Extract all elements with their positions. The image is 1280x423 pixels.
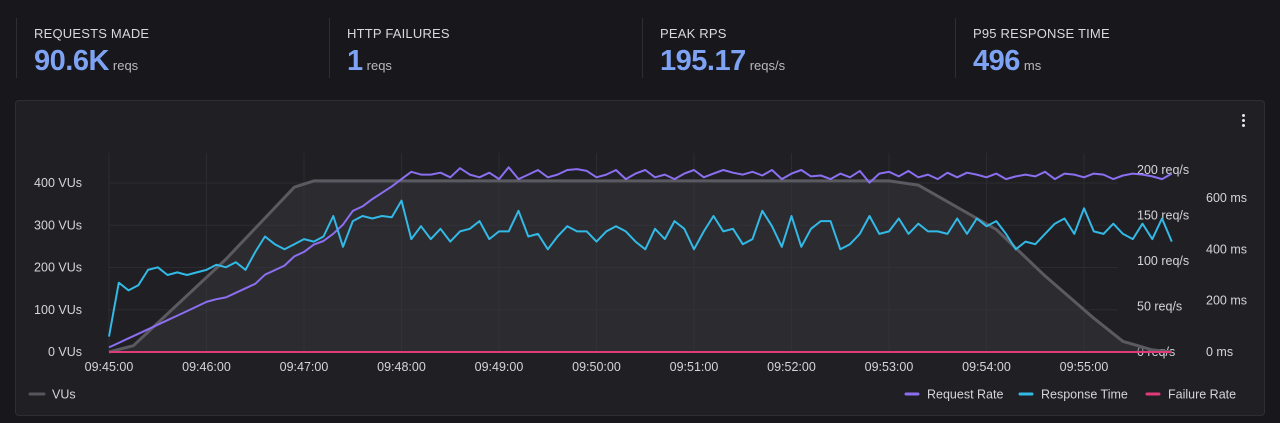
x-axis-tick-label: 09:50:00 xyxy=(572,360,621,374)
chart-panel: 0 VUs 100 VUs 200 VUs 300 VUs 400 VUs 0 req/s… xyxy=(15,100,1265,416)
series-response-time-line xyxy=(108,199,1173,337)
x-axis-tick-label: 09:53:00 xyxy=(865,360,914,374)
x-axis-tick-label: 09:52:00 xyxy=(767,360,816,374)
x-axis-tick-label: 09:48:00 xyxy=(377,360,426,374)
y-axis-ms-tick-label: 0 ms xyxy=(1206,345,1233,359)
y-axis-left-tick-label: 400 VUs xyxy=(34,176,82,190)
legend-label-request-rate: Request Rate xyxy=(927,388,1003,402)
stat-label: P95 RESPONSE TIME xyxy=(973,26,1110,41)
stat-label: HTTP FAILURES xyxy=(347,26,450,41)
stat-unit: reqs/s xyxy=(749,58,786,73)
y-axis-ms-tick-label: 600 ms xyxy=(1206,191,1247,205)
stat-unit: reqs xyxy=(112,58,139,73)
y-axis-rps-tick-label: 100 req/s xyxy=(1137,254,1189,268)
more-options-icon[interactable] xyxy=(1234,109,1252,131)
y-axis-left-tick-label: 0 VUs xyxy=(48,345,82,359)
legend-label-response-time: Response Time xyxy=(1041,388,1128,402)
series-request-rate-line xyxy=(108,166,1173,349)
legend-label-vus: VUs xyxy=(52,388,76,402)
x-axis-tick-label: 09:49:00 xyxy=(475,360,524,374)
series-vus-line xyxy=(108,179,1172,354)
y-axis-left-tick-label: 200 VUs xyxy=(34,261,82,275)
x-axis-tick-label: 09:54:00 xyxy=(962,360,1011,374)
stat-label: PEAK RPS xyxy=(660,26,727,41)
stat-unit: ms xyxy=(1023,58,1042,73)
stat-label: REQUESTS MADE xyxy=(34,26,150,41)
y-axis-ms-tick-label: 200 ms xyxy=(1206,294,1247,308)
x-axis-tick-label: 09:45:00 xyxy=(85,360,134,374)
stat-value: 1 xyxy=(347,45,363,77)
x-axis-tick-label: 09:46:00 xyxy=(182,360,231,374)
y-axis-left-tick-label: 300 VUs xyxy=(34,218,82,232)
stat-value: 90.6K xyxy=(34,45,109,77)
y-axis-rps-tick-label: 200 req/s xyxy=(1137,163,1189,177)
stat-unit: reqs xyxy=(366,58,392,73)
stat-http-failures: HTTP FAILURES 1 reqs xyxy=(329,18,642,78)
stat-requests-made: REQUESTS MADE 90.6K reqs xyxy=(16,18,329,78)
y-axis-rps-tick-label: 50 req/s xyxy=(1137,300,1182,314)
y-axis-left-tick-label: 100 VUs xyxy=(34,303,82,317)
y-axis-rps-tick-label: 150 req/s xyxy=(1137,209,1189,223)
y-axis-ms-tick-label: 400 ms xyxy=(1206,242,1247,256)
stat-value: 195.17 xyxy=(660,45,746,77)
x-axis-tick-label: 09:47:00 xyxy=(280,360,329,374)
x-axis-tick-label: 09:55:00 xyxy=(1060,360,1109,374)
legend-label-failure-rate: Failure Rate xyxy=(1168,388,1236,402)
series-vus-area xyxy=(109,180,1172,352)
x-axis-tick-label: 09:51:00 xyxy=(670,360,719,374)
stat-peak-rps: PEAK RPS 195.17 reqs/s xyxy=(642,18,955,78)
summary-stats: REQUESTS MADE 90.6K reqs HTTP FAILURES 1… xyxy=(16,18,1268,82)
stat-value: 496 xyxy=(973,45,1020,77)
stat-p95-response-time: P95 RESPONSE TIME 496 ms xyxy=(955,18,1268,78)
